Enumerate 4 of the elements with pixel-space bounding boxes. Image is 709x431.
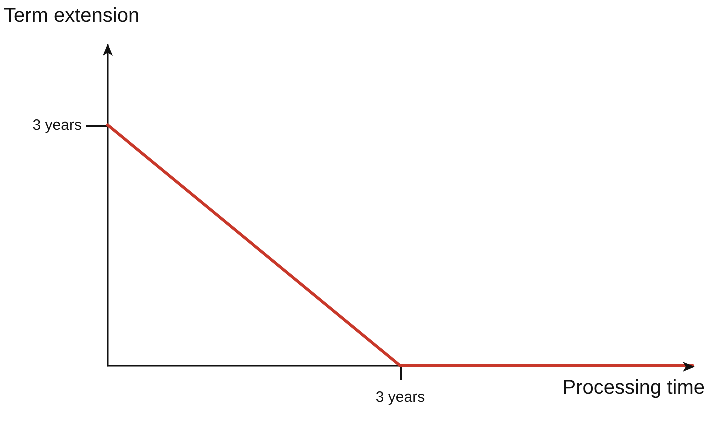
text: 3 years: [376, 389, 426, 406]
y-axis-title: Term extension: [4, 5, 140, 27]
x-axis-title: Processing time: [562, 377, 706, 399]
text: 3 years: [32, 116, 82, 134]
